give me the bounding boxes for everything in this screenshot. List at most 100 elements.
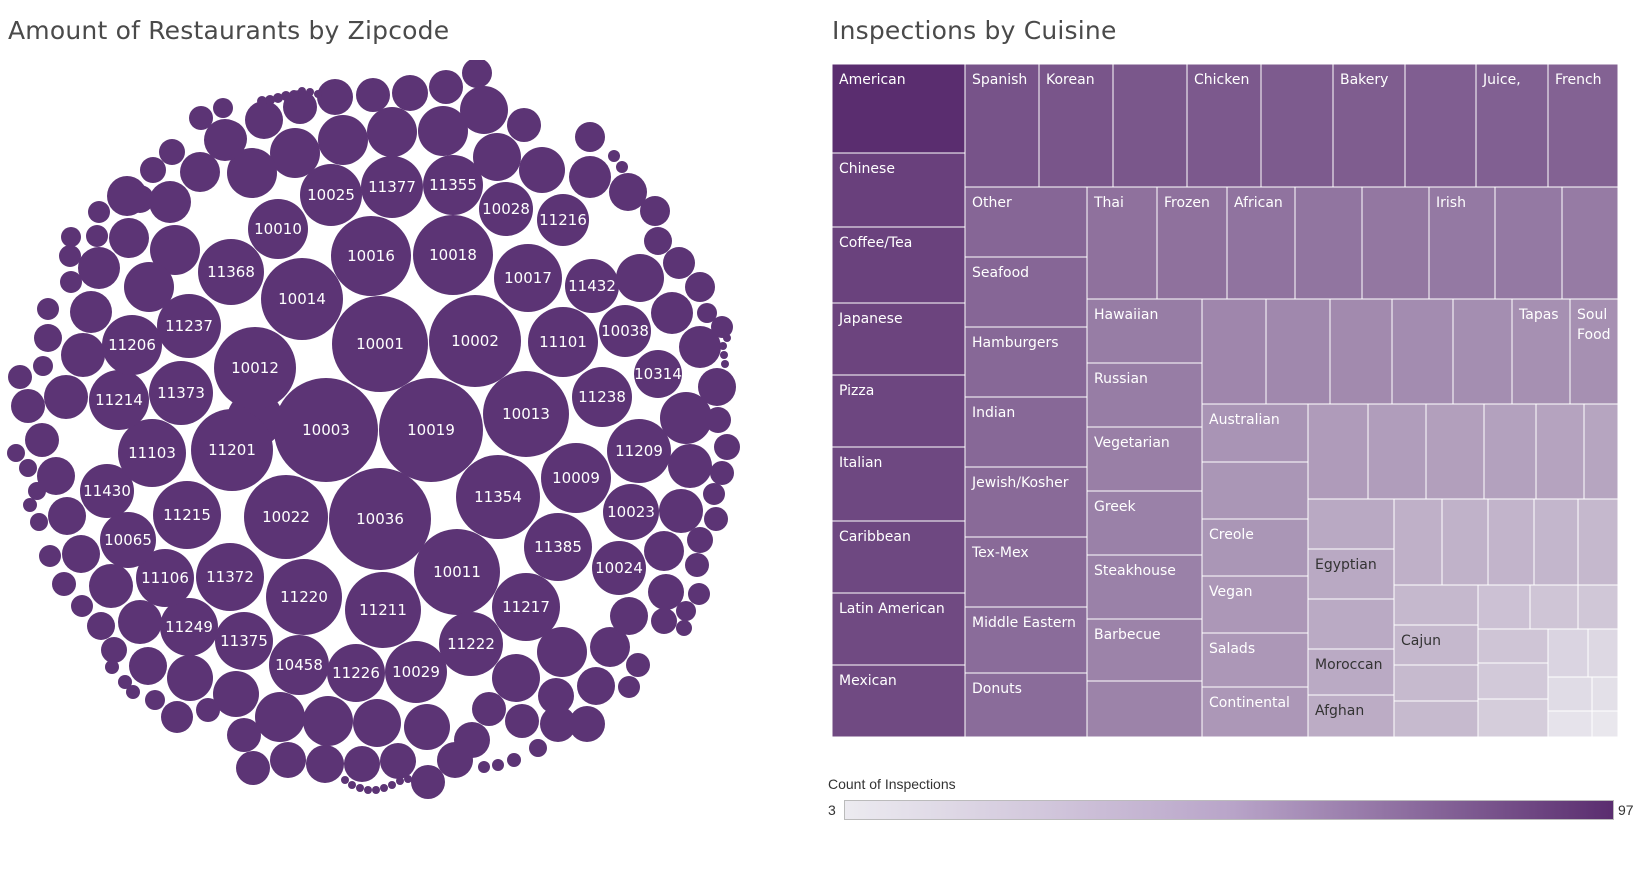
zipcode-bubble-10024[interactable] <box>592 541 646 595</box>
zipcode-bubble[interactable] <box>7 444 25 462</box>
zipcode-bubble[interactable] <box>626 653 650 677</box>
zipcode-bubble-11249[interactable] <box>160 598 218 656</box>
zipcode-bubble[interactable] <box>396 777 404 785</box>
zipcode-bubble-11432[interactable] <box>565 259 619 313</box>
cuisine-cell-unlabeled[interactable] <box>1393 664 1479 702</box>
zipcode-bubble[interactable] <box>60 271 82 293</box>
cuisine-cell-unlabeled[interactable] <box>1587 628 1619 678</box>
zipcode-bubble[interactable] <box>704 507 728 531</box>
zipcode-bubble[interactable] <box>519 147 565 193</box>
zipcode-bubble[interactable] <box>62 535 100 573</box>
cuisine-cell[interactable] <box>1201 518 1309 577</box>
zipcode-bubble[interactable] <box>720 351 728 359</box>
cuisine-cell-unlabeled[interactable] <box>1307 598 1395 650</box>
zipcode-bubble[interactable] <box>372 786 380 794</box>
zipcode-bubble[interactable] <box>719 342 727 350</box>
cuisine-cell[interactable] <box>1201 686 1309 738</box>
cuisine-cell[interactable] <box>1201 575 1309 634</box>
zipcode-bubble-11215[interactable] <box>153 481 221 549</box>
zipcode-bubble[interactable] <box>507 753 521 767</box>
zipcode-bubble[interactable] <box>25 423 59 457</box>
cuisine-cell-unlabeled[interactable] <box>1393 700 1479 738</box>
zipcode-bubble[interactable] <box>651 292 693 334</box>
cuisine-cell-unlabeled[interactable] <box>1361 186 1430 300</box>
cuisine-cell-unlabeled[interactable] <box>1561 186 1619 300</box>
cuisine-cell-unlabeled[interactable] <box>1265 298 1331 405</box>
cuisine-cell[interactable] <box>1156 186 1228 300</box>
zipcode-bubble-11222[interactable] <box>439 612 503 676</box>
cuisine-cell[interactable] <box>1307 548 1395 600</box>
zipcode-bubble[interactable] <box>569 706 605 742</box>
zipcode-bubble-11214[interactable] <box>89 370 149 430</box>
zipcode-bubble[interactable] <box>356 784 364 792</box>
zipcode-bubble[interactable] <box>213 98 233 118</box>
cuisine-cell[interactable] <box>964 606 1088 674</box>
cuisine-cell-unlabeled[interactable] <box>1477 698 1549 738</box>
zipcode-bubble[interactable] <box>529 739 547 757</box>
zipcode-bubble[interactable] <box>303 696 353 746</box>
cuisine-cell-unlabeled[interactable] <box>1547 676 1593 712</box>
zipcode-bubble[interactable] <box>281 91 291 101</box>
cuisine-cell-unlabeled[interactable] <box>1425 403 1485 500</box>
zipcode-bubble[interactable] <box>697 303 717 323</box>
zipcode-bubble[interactable] <box>478 761 490 773</box>
zipcode-bubble[interactable] <box>61 333 105 377</box>
zipcode-bubble-11354[interactable] <box>456 455 540 539</box>
zipcode-bubble[interactable] <box>167 655 213 701</box>
zipcode-bubble[interactable] <box>640 196 670 226</box>
zipcode-bubble[interactable] <box>118 600 162 644</box>
zipcode-bubble[interactable] <box>33 356 53 376</box>
zipcode-bubble[interactable] <box>679 326 721 368</box>
zipcode-bubble-10010[interactable] <box>248 199 308 259</box>
zipcode-bubble[interactable] <box>105 660 119 674</box>
zipcode-bubble[interactable] <box>356 78 390 112</box>
zipcode-bubble[interactable] <box>306 745 344 783</box>
cuisine-cell[interactable] <box>1393 624 1479 666</box>
cuisine-cell[interactable] <box>832 374 966 448</box>
cuisine-cell-unlabeled[interactable] <box>1483 403 1537 500</box>
zipcode-bubble[interactable] <box>71 595 93 617</box>
cuisine-cell-unlabeled[interactable] <box>1477 662 1549 700</box>
cuisine-cell[interactable] <box>1547 64 1619 188</box>
zipcode-bubble[interactable] <box>52 572 76 596</box>
zipcode-bubble-10018[interactable] <box>413 215 493 295</box>
zipcode-bubble[interactable] <box>644 227 672 255</box>
cuisine-cell-unlabeled[interactable] <box>1533 498 1579 586</box>
cuisine-cell[interactable] <box>832 64 966 154</box>
zipcode-bubble-10023[interactable] <box>603 484 659 540</box>
zipcode-bubble-11209[interactable] <box>607 419 671 483</box>
cuisine-cell-unlabeled[interactable] <box>1307 498 1395 550</box>
zipcode-bubble[interactable] <box>418 106 468 156</box>
zipcode-bubble[interactable] <box>126 685 140 699</box>
zipcode-bubble-11373[interactable] <box>149 361 213 425</box>
cuisine-cell[interactable] <box>1307 694 1395 738</box>
cuisine-cell[interactable] <box>964 672 1088 738</box>
zipcode-bubble[interactable] <box>703 483 725 505</box>
zipcode-bubble-10011[interactable] <box>414 529 500 615</box>
zipcode-bubble-10029[interactable] <box>385 641 447 703</box>
zipcode-bubble[interactable] <box>317 79 353 115</box>
cuisine-cell-unlabeled[interactable] <box>1477 584 1531 630</box>
cuisine-cell-unlabeled[interactable] <box>1583 403 1619 500</box>
zipcode-bubble[interactable] <box>86 225 108 247</box>
zipcode-bubble[interactable] <box>714 434 740 460</box>
zipcode-bubble[interactable] <box>19 459 37 477</box>
cuisine-cell-unlabeled[interactable] <box>1391 298 1454 405</box>
zipcode-bubble-10036[interactable] <box>329 468 431 570</box>
zipcode-bubble[interactable] <box>505 704 539 738</box>
zipcode-bubble[interactable] <box>577 667 615 705</box>
cuisine-cell[interactable] <box>964 396 1088 468</box>
cuisine-cell[interactable] <box>964 326 1088 398</box>
zipcode-bubble-10009[interactable] <box>541 443 611 513</box>
zipcode-bubble[interactable] <box>618 676 640 698</box>
zipcode-bubble[interactable] <box>685 553 709 577</box>
zipcode-bubble-10002[interactable] <box>429 295 521 387</box>
zipcode-bubble[interactable] <box>37 298 59 320</box>
zipcode-bubble[interactable] <box>87 612 115 640</box>
cuisine-cell-unlabeled[interactable] <box>1441 498 1489 586</box>
zipcode-bubble[interactable] <box>34 324 62 352</box>
zipcode-bubble-10065[interactable] <box>100 512 156 568</box>
zipcode-bubble[interactable] <box>196 698 220 722</box>
zipcode-bubble[interactable] <box>429 70 463 104</box>
zipcode-bubble[interactable] <box>676 620 692 636</box>
